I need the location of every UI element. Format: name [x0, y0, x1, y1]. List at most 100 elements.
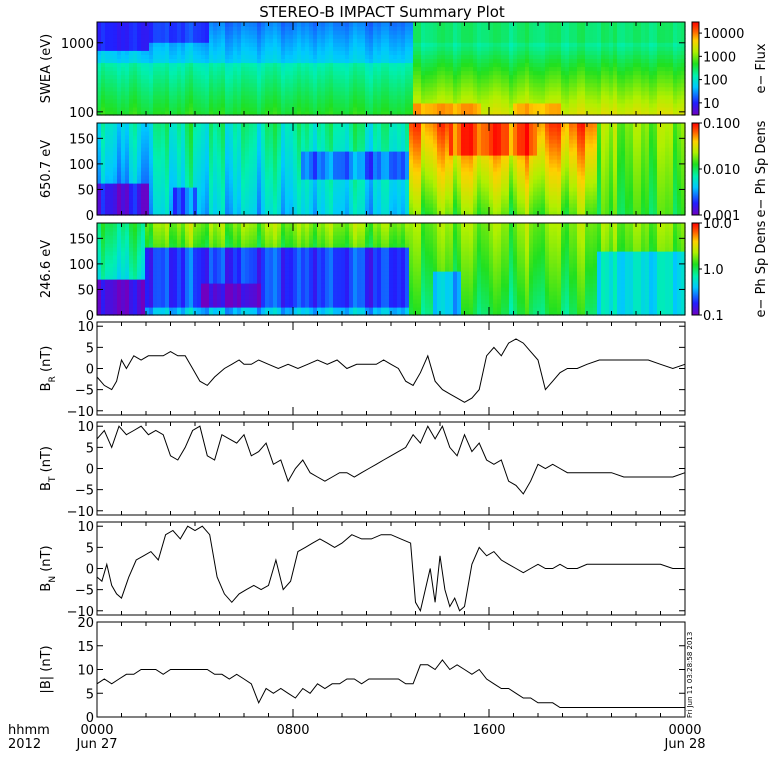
heatmap-cell [621, 50, 626, 55]
heatmap-cell [453, 82, 458, 88]
heatmap-cell [105, 147, 110, 152]
heatmap-cell [661, 102, 666, 108]
heatmap-cell [249, 159, 254, 164]
heatmap-cell [617, 54, 622, 59]
y-axis-label: SWEA (eV) [39, 34, 54, 103]
heatmap-cell [253, 187, 258, 192]
heatmap-cell [365, 211, 370, 216]
heatmap-cell [365, 66, 370, 72]
heatmap-cell [565, 74, 570, 80]
heatmap-cell [105, 38, 110, 43]
heatmap-cell [449, 82, 454, 88]
heatmap-cell [225, 94, 230, 100]
heatmap-cell [345, 179, 350, 184]
heatmap-cell [129, 98, 134, 104]
heatmap-cell [441, 86, 446, 92]
heatmap-cell [197, 207, 202, 212]
heatmap-cell [353, 163, 358, 168]
heatmap-cell [197, 82, 202, 88]
heatmap-cell [381, 54, 386, 59]
heatmap-cell [329, 58, 334, 64]
heatmap-cell [345, 167, 350, 172]
heatmap-cell [153, 42, 158, 47]
heatmap-cell [117, 163, 122, 168]
heatmap-cell [241, 203, 246, 208]
heatmap-cell [265, 34, 270, 39]
heatmap-cell [213, 66, 218, 72]
heatmap-cell [561, 98, 566, 104]
heatmap-cell [673, 38, 678, 43]
heatmap-cell [561, 50, 566, 55]
heatmap-cell [205, 207, 210, 212]
heatmap-cell [509, 42, 514, 47]
heatmap-cell [341, 167, 346, 172]
heatmap-cell [205, 183, 210, 188]
heatmap-cell [661, 98, 666, 104]
heatmap-cell [205, 94, 210, 100]
heatmap-cell [329, 139, 334, 144]
heatmap-cell [169, 135, 174, 140]
heatmap-cell [365, 78, 370, 84]
heatmap-cell [433, 66, 438, 72]
heatmap-cell [213, 127, 218, 132]
heatmap-cell [365, 54, 370, 59]
heatmap-cell [461, 110, 466, 116]
heatmap-cell [649, 34, 654, 39]
heatmap-cell [429, 82, 434, 88]
heatmap-cell [237, 26, 242, 31]
heatmap-cell [337, 155, 342, 160]
heatmap-cell [265, 159, 270, 164]
heatmap-cell [433, 90, 438, 96]
heatmap-cell [493, 90, 498, 96]
heatmap-cell [369, 78, 374, 84]
heatmap-cell [277, 139, 282, 144]
heatmap-cell [213, 94, 218, 100]
heatmap-cell [333, 203, 338, 208]
heatmap-cell [145, 171, 150, 176]
heatmap-cell [321, 147, 326, 152]
heatmap-cell [357, 143, 362, 148]
heatmap-cell [217, 187, 222, 192]
heatmap-cell [133, 135, 138, 140]
heatmap-cell [385, 50, 390, 55]
heatmap-cell [125, 50, 130, 55]
heatmap-cell [149, 42, 154, 47]
heatmap-cell [393, 62, 398, 68]
heatmap-cell [189, 74, 194, 80]
heatmap-cell [345, 183, 350, 188]
heatmap-cell [201, 171, 206, 176]
heatmap-cell [109, 86, 114, 92]
heatmap-cell [105, 139, 110, 144]
heatmap-cell [561, 58, 566, 64]
heatmap-cell [117, 78, 122, 84]
heatmap-cell [157, 110, 162, 116]
heatmap-cell [261, 78, 266, 84]
heatmap-cell [313, 207, 318, 212]
heatmap-cell [317, 187, 322, 192]
heatmap-cell [485, 46, 490, 51]
heatmap-cell [321, 58, 326, 64]
heatmap-cell [541, 46, 546, 51]
heatmap-cell [333, 54, 338, 59]
heatmap-cell [325, 50, 330, 55]
heatmap-cell [297, 38, 302, 43]
heatmap-cell [161, 58, 166, 64]
heatmap-cell [109, 58, 114, 64]
heatmap-cell [577, 98, 582, 104]
heatmap-cell [485, 70, 490, 76]
heatmap-cell [285, 62, 290, 68]
heatmap-cell [625, 34, 630, 39]
heatmap-cell [217, 102, 222, 108]
heatmap-cell [117, 98, 122, 104]
heatmap-cell [553, 34, 558, 39]
heatmap-cell [333, 30, 338, 35]
heatmap-cell [181, 139, 186, 144]
heatmap-cell [549, 62, 554, 68]
heatmap-cell [349, 82, 354, 88]
heatmap-cell [505, 82, 510, 88]
heatmap-cell [553, 26, 558, 31]
heatmap-cell [325, 159, 330, 164]
heatmap-cell [393, 70, 398, 76]
heatmap-cell [229, 102, 234, 108]
heatmap-cell [277, 135, 282, 140]
